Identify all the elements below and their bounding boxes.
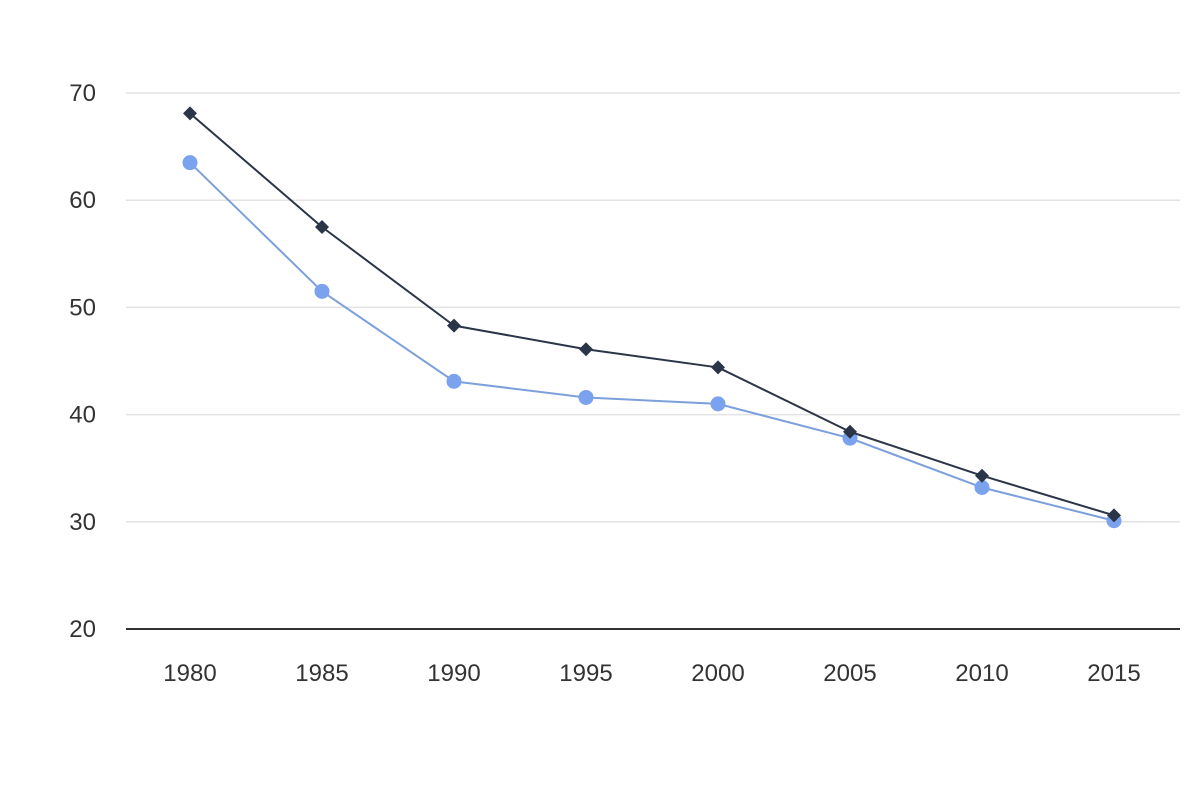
series-1-point-1980	[183, 106, 197, 121]
series-group	[182, 106, 1122, 529]
series-1-point-1995	[579, 342, 593, 357]
series-1	[183, 106, 1121, 523]
series-1-point-1985	[315, 220, 329, 234]
x-tick-label-1990: 1990	[427, 660, 480, 687]
series-1-point-2005	[843, 424, 857, 439]
series-2-point-1995	[578, 389, 594, 405]
x-tick-label-1985: 1985	[295, 660, 348, 687]
y-axis-tick-labels: 20 30 40 50 60 70	[69, 80, 96, 643]
series-1-point-2010	[975, 468, 989, 483]
y-tick-label-20: 20	[69, 616, 96, 643]
series-1-point-2015	[1107, 508, 1121, 523]
x-tick-label-2015: 2015	[1087, 660, 1140, 687]
series-2-point-1980	[182, 155, 198, 171]
series-2-point-2000	[710, 396, 726, 412]
series-2-point-2010	[974, 479, 990, 495]
y-tick-label-60: 60	[69, 187, 96, 214]
x-tick-label-1980: 1980	[163, 660, 216, 687]
y-tick-label-30: 30	[69, 509, 96, 536]
x-tick-label-2000: 2000	[691, 660, 744, 687]
grid-lines	[126, 92, 1180, 630]
y-tick-label-50: 50	[69, 294, 96, 321]
series-2-point-1985	[314, 283, 330, 299]
series-1-line	[189, 112, 1115, 517]
series-2	[182, 155, 1122, 529]
series-1-point-2000	[711, 360, 725, 375]
x-tick-label-1995: 1995	[559, 660, 612, 687]
x-tick-label-2010: 2010	[955, 660, 1008, 687]
x-tick-label-2005: 2005	[823, 660, 876, 687]
series-2-point-1990	[446, 373, 462, 389]
series-1-point-1990	[447, 318, 461, 333]
x-axis-tick-labels: 1980 1985 1990 1995 2000 2005 2010 2015	[163, 660, 1140, 687]
y-tick-label-40: 40	[69, 402, 96, 429]
y-tick-label-70: 70	[69, 80, 96, 107]
series-2-line	[189, 161, 1115, 522]
